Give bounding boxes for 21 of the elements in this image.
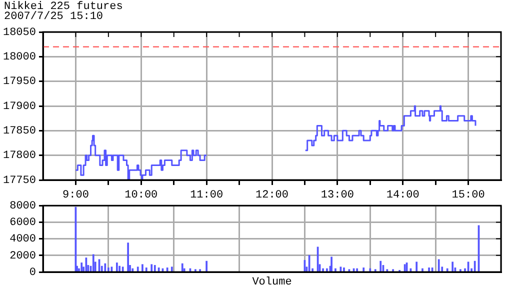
x-tick-label: 13:00 xyxy=(320,190,354,202)
y-tick-label: 18050 xyxy=(2,26,36,39)
y-tick-label: 17950 xyxy=(2,76,36,88)
y-tick-label: 0 xyxy=(29,266,36,279)
y-tick-label: 8000 xyxy=(10,200,36,213)
x-tick-label: 9:00 xyxy=(62,190,89,202)
y-tick-label: 4000 xyxy=(10,234,36,246)
y-tick-label: 6000 xyxy=(10,217,36,230)
y-tick-label: 2000 xyxy=(10,250,36,262)
x-tick-label: 14:00 xyxy=(386,190,420,202)
y-tick-label: 17750 xyxy=(2,174,36,187)
x-tick-label: 11:00 xyxy=(190,190,224,202)
y-tick-label: 18000 xyxy=(2,52,36,64)
x-tick-label: 15:00 xyxy=(452,190,485,202)
x-axis-title: Volume xyxy=(252,276,292,288)
y-tick-label: 17900 xyxy=(2,100,36,113)
y-tick-label: 17800 xyxy=(2,150,36,162)
x-tick-label: 10:00 xyxy=(124,190,158,202)
y-tick-label: 17850 xyxy=(2,126,36,138)
chart-subtitle: 2007/7/25 15:10 xyxy=(4,11,104,23)
x-tick-label: 12:00 xyxy=(255,190,289,202)
